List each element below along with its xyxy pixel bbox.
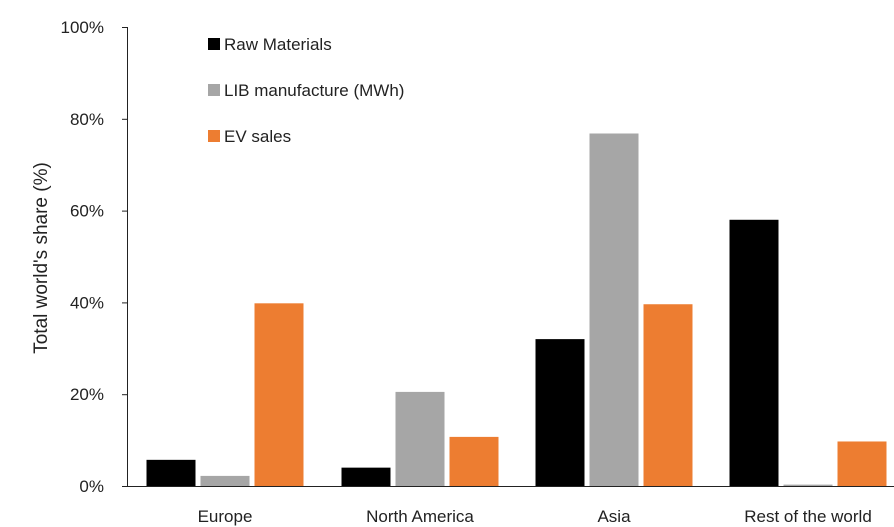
y-axis-label: Total world's share (%): [31, 162, 52, 354]
y-tick-label: 80%: [70, 110, 104, 129]
bar: [837, 441, 887, 486]
category-labels: Europe North America Asia Rest of the world: [198, 507, 872, 526]
legend-swatch: [208, 84, 220, 96]
bar: [146, 459, 196, 486]
bar: [395, 391, 445, 486]
category-label: Europe: [198, 507, 253, 526]
bar: [341, 467, 391, 486]
y-tick-label: 0%: [79, 477, 104, 496]
bar: [535, 339, 585, 486]
legend-label: Raw Materials: [224, 35, 332, 54]
legend: Raw Materials LIB manufacture (MWh) EV sal…: [208, 35, 404, 146]
bar: [200, 475, 250, 486]
bar: [729, 219, 779, 486]
y-tick-label: 20%: [70, 385, 104, 404]
bar: [783, 484, 833, 486]
y-tick-label: 60%: [70, 202, 104, 221]
category-label: Rest of the world: [744, 507, 872, 526]
bar: [643, 304, 693, 486]
legend-swatch: [208, 38, 220, 50]
category-label: Asia: [597, 507, 631, 526]
bar: [449, 436, 499, 486]
legend-label: EV sales: [224, 127, 291, 146]
bars: [146, 133, 887, 486]
y-tick-label: 100%: [61, 18, 104, 37]
bar: [254, 303, 304, 486]
legend-label: LIB manufacture (MWh): [224, 81, 404, 100]
category-label: North America: [366, 507, 474, 526]
legend-swatch: [208, 130, 220, 142]
bar: [589, 133, 639, 486]
y-axis-ticks: 0% 20% 40% 60% 80% 100%: [61, 18, 127, 496]
y-tick-label: 40%: [70, 293, 104, 312]
